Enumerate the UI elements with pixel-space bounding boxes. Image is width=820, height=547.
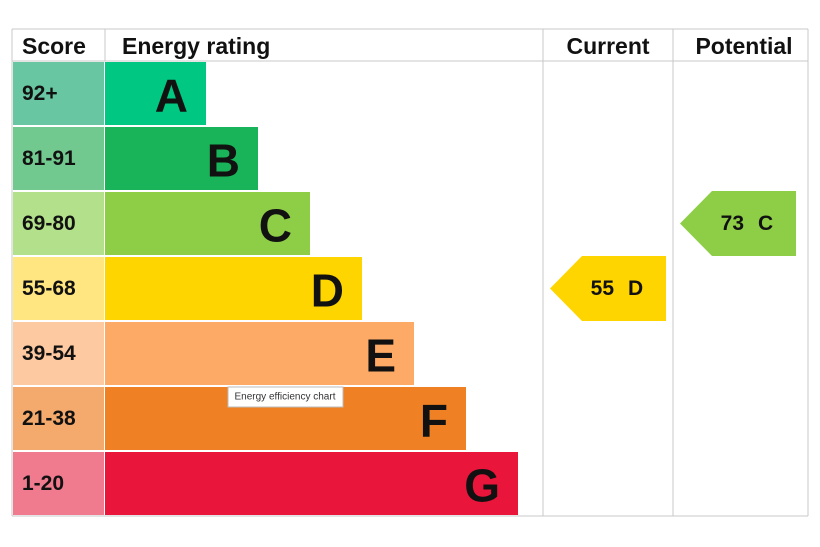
rating-bar [105, 62, 206, 125]
potential-value: 73 [721, 212, 744, 235]
tooltip-text: Energy efficiency chart [235, 392, 336, 403]
potential-letter: C [758, 212, 773, 235]
score-label: 1-20 [22, 472, 64, 495]
potential-arrow [680, 191, 796, 256]
score-cell [13, 257, 104, 320]
rating-letter: D [311, 265, 344, 317]
rating-bar [105, 257, 362, 320]
score-label: 81-91 [22, 147, 76, 170]
score-cell [13, 387, 104, 450]
score-label: 69-80 [22, 212, 76, 235]
score-label: 92+ [22, 82, 58, 105]
rating-bar [105, 192, 310, 255]
rating-letter: G [464, 460, 500, 512]
score-cell [13, 322, 104, 385]
score-cell [13, 62, 104, 125]
score-cell [13, 127, 104, 190]
rating-letter: C [259, 200, 292, 252]
rating-letter: E [365, 330, 396, 382]
header-score: Score [22, 33, 86, 59]
current-arrow [550, 256, 666, 321]
rating-bar [105, 127, 258, 190]
rating-letter: A [155, 70, 188, 122]
score-label: 21-38 [22, 407, 76, 430]
rating-letter: F [420, 395, 448, 447]
header-current: Current [566, 33, 649, 59]
rating-letter: B [207, 135, 240, 187]
score-label: 55-68 [22, 277, 76, 300]
current-value: 55 [591, 277, 615, 300]
score-cell [13, 192, 104, 255]
header-rating: Energy rating [122, 33, 270, 59]
rating-bar [105, 322, 414, 385]
score-label: 39-54 [22, 342, 76, 365]
tooltip: Energy efficiency chart [227, 386, 344, 408]
current-letter: D [628, 277, 643, 300]
rating-bar [105, 452, 518, 515]
score-cell [13, 452, 104, 515]
header-potential: Potential [695, 33, 792, 59]
table-grid [11, 28, 809, 517]
